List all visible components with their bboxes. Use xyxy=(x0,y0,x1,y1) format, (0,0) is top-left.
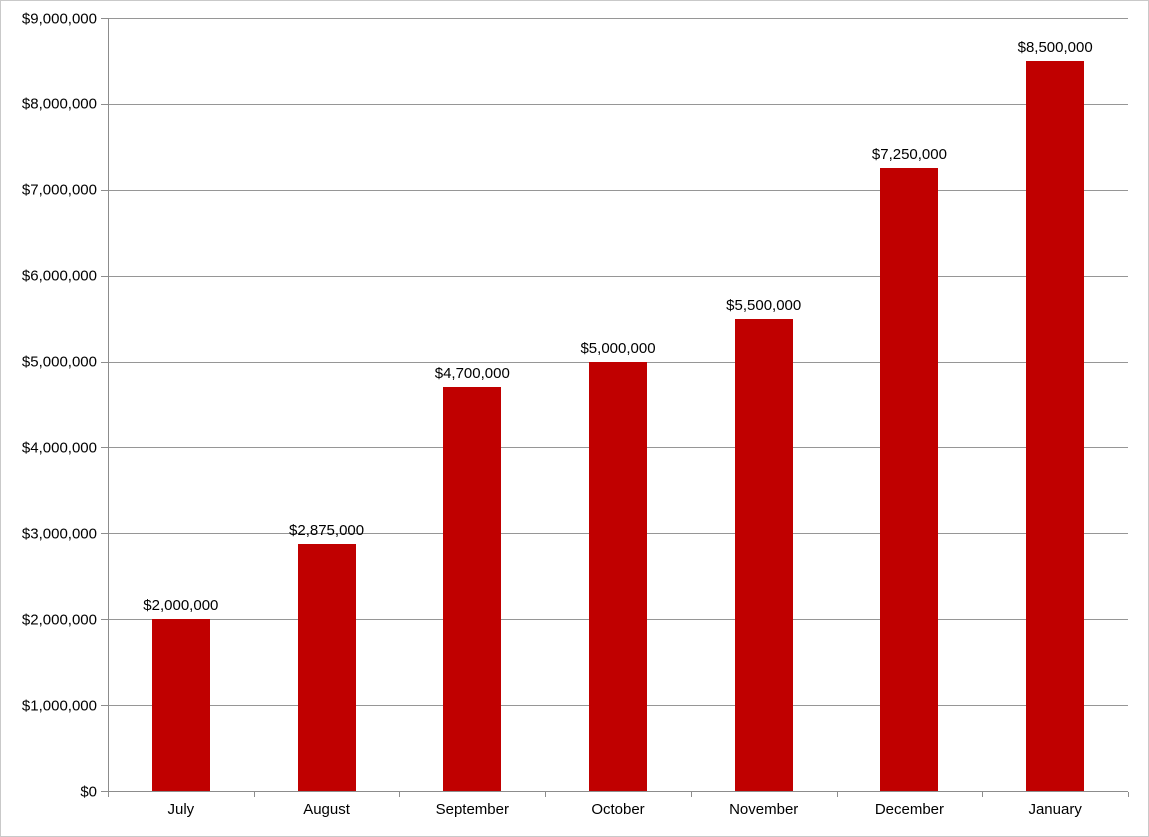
x-axis-tick xyxy=(982,792,984,797)
bar-january xyxy=(1026,60,1085,791)
y-axis-tick-label: $7,000,000 xyxy=(21,181,97,199)
y-axis-tick xyxy=(101,275,108,277)
y-axis-tick xyxy=(101,705,108,707)
y-axis-tick-label: $0 xyxy=(80,783,97,800)
x-axis-category-label: December xyxy=(874,801,945,818)
x-axis-category-label: January xyxy=(1028,801,1082,818)
bar-november xyxy=(734,318,793,791)
x-axis-category-label: July xyxy=(167,801,195,818)
y-axis-tick xyxy=(101,189,108,191)
gridline xyxy=(108,275,1128,277)
bar-july xyxy=(151,619,210,791)
y-axis-tick-label: $9,000,000 xyxy=(21,10,97,27)
gridline xyxy=(108,18,1128,19)
y-axis-tick xyxy=(101,791,108,792)
y-axis-tick-label: $2,000,000 xyxy=(21,611,97,629)
y-axis-tick-label: $6,000,000 xyxy=(21,267,97,285)
x-axis-tick xyxy=(399,792,401,797)
x-axis-category-label: November xyxy=(729,801,799,818)
gridline xyxy=(108,103,1128,105)
bar-value-label: $2,000,000 xyxy=(143,597,219,615)
bar-value-label: $5,000,000 xyxy=(580,339,656,357)
y-axis-tick xyxy=(101,103,108,105)
y-axis-tick-label: $8,000,000 xyxy=(21,95,97,113)
y-axis-tick xyxy=(101,18,108,19)
x-axis-category-label: October xyxy=(591,801,645,818)
y-axis-tick-label: $5,000,000 xyxy=(21,353,97,371)
bar-value-label: $5,500,000 xyxy=(726,296,802,314)
x-axis-tick xyxy=(1128,792,1129,797)
y-axis-line xyxy=(108,18,109,791)
y-axis-tick xyxy=(101,533,108,535)
bar-value-label: $2,875,000 xyxy=(289,522,365,540)
bar-august xyxy=(297,544,356,791)
x-axis-tick xyxy=(836,792,838,797)
bar-value-label: $7,250,000 xyxy=(871,146,947,164)
gridline xyxy=(108,189,1128,191)
bar-december xyxy=(880,168,939,791)
y-axis-tick-label: $1,000,000 xyxy=(21,697,97,715)
bar-september xyxy=(443,387,502,791)
y-axis-tick-label: $4,000,000 xyxy=(21,439,97,457)
x-axis-tick xyxy=(545,792,547,797)
bar-october xyxy=(589,361,647,791)
x-axis-category-label: August xyxy=(303,801,350,818)
y-axis-tick xyxy=(101,619,108,621)
x-axis-line xyxy=(108,791,1128,792)
y-axis-tick-label: $3,000,000 xyxy=(21,525,97,543)
x-axis-tick xyxy=(108,792,109,797)
x-axis-tick xyxy=(690,792,692,797)
x-axis-tick xyxy=(253,792,255,797)
bar-value-label: $8,500,000 xyxy=(1017,38,1093,56)
x-axis-category-label: September xyxy=(435,801,509,818)
bar-value-label: $4,700,000 xyxy=(434,365,510,383)
y-axis-tick xyxy=(101,447,108,449)
y-axis-tick xyxy=(101,361,108,363)
